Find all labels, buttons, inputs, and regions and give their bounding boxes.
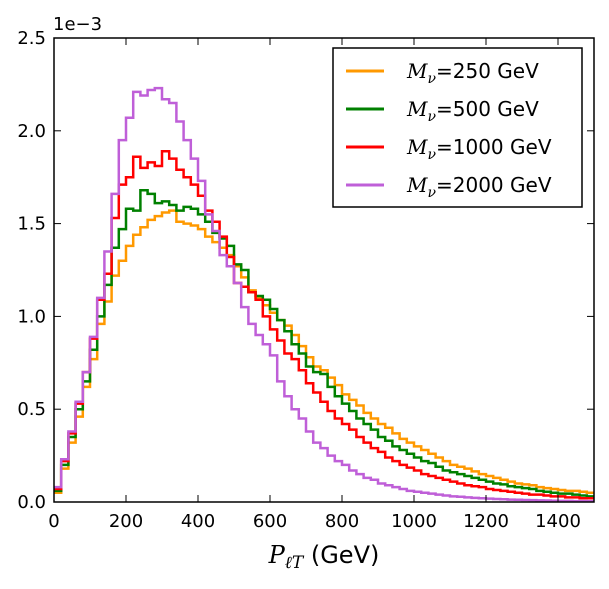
x-tick-label: 1200 (463, 511, 509, 532)
legend-subscript: ν (427, 109, 436, 125)
legend-label: =2000 GeV (436, 173, 552, 197)
y-tick-label: 1.0 (17, 306, 46, 327)
legend-label: =500 GeV (436, 97, 539, 121)
series-layer (54, 86, 594, 503)
legend-symbol: M (406, 135, 428, 159)
legend-subscript: ν (427, 185, 436, 201)
legend-label: =250 GeV (436, 59, 539, 83)
series-line-2 (54, 149, 594, 500)
x-tick-label: 800 (325, 511, 359, 532)
series-line-0 (54, 209, 594, 494)
legend-entry-2: Mν=1000 GeV (406, 135, 552, 163)
x-tick-label: 1000 (391, 511, 437, 532)
ticks-layer: 0 200 400 600 800 1000 1200 1400 0.0 0.5 1.0 1.5 2.0… (17, 28, 594, 532)
legend-symbol: M (406, 173, 428, 197)
legend-subscript: ν (427, 147, 436, 163)
plot-frame (53, 37, 595, 503)
x-tick-label: 400 (181, 511, 215, 532)
y-tick-label: 2.5 (17, 28, 46, 49)
legend-label: =1000 GeV (436, 135, 552, 159)
x-axis-unit: (GeV) (311, 541, 380, 569)
series-line-1 (54, 188, 594, 498)
legend-subscript: ν (427, 71, 436, 87)
legend-box (332, 47, 583, 208)
y-tick-label: 2.0 (17, 121, 46, 142)
x-tick-label: 0 (48, 511, 59, 532)
x-axis-label: PℓT (GeV) (268, 541, 380, 573)
legend-symbol: M (406, 97, 428, 121)
legend-entry-0: Mν=250 GeV (406, 59, 539, 87)
series-line-3 (54, 86, 594, 503)
x-axis-unit-spacer (303, 541, 311, 569)
legend-entry-3: Mν=2000 GeV (406, 173, 552, 201)
x-tick-label: 1400 (535, 511, 581, 532)
y-offset-label: 1e−3 (53, 14, 102, 35)
legend-symbol: M (406, 59, 428, 83)
y-tick-label: 0.5 (17, 399, 46, 420)
y-tick-label: 0.0 (17, 492, 46, 513)
x-tick-label: 200 (109, 511, 143, 532)
legend-entry-1: Mν=500 GeV (406, 97, 539, 125)
y-tick-label: 1.5 (17, 214, 46, 235)
x-tick-label: 600 (253, 511, 287, 532)
x-axis-symbol: P (268, 541, 286, 569)
x-axis-subscript: ℓT (285, 553, 305, 573)
